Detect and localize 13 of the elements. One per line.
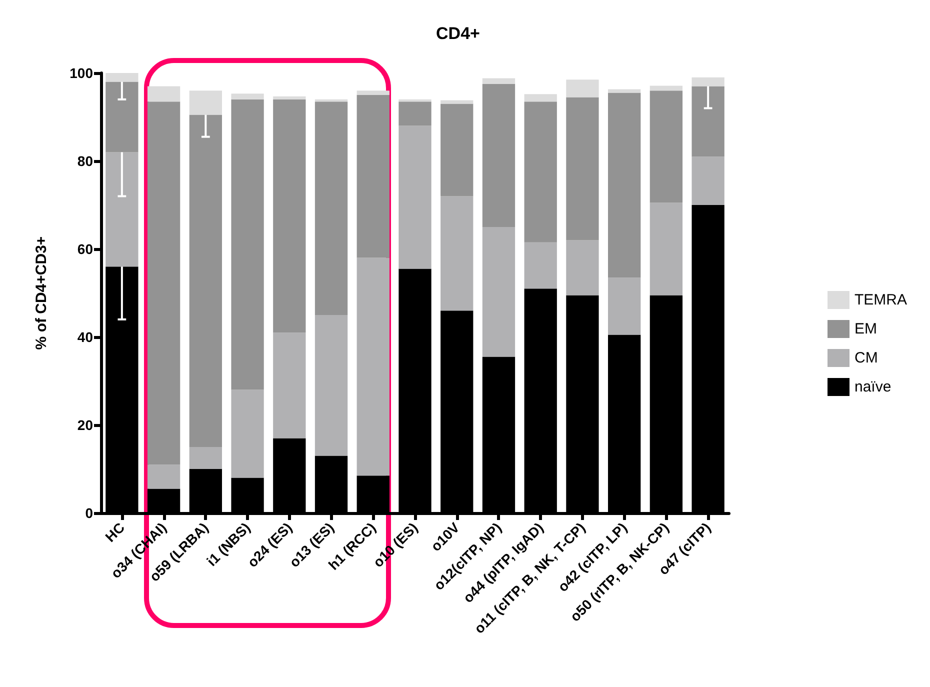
y-axis-title: % of CD4+CD3+ xyxy=(33,236,50,350)
legend-label: EM xyxy=(854,320,877,338)
x-tick-label: HC xyxy=(102,519,128,545)
y-tick-label: 20 xyxy=(77,417,94,433)
y-tick-label: 40 xyxy=(77,329,94,345)
y-tick-label: 100 xyxy=(70,65,94,81)
legend-label: naïve xyxy=(854,378,892,396)
legend-label: CM xyxy=(854,350,878,366)
y-tick-label: 0 xyxy=(85,505,94,521)
y-tick-label: 60 xyxy=(77,241,94,257)
y-tick-label: 80 xyxy=(77,153,94,169)
legend-label: TEMRA xyxy=(854,292,907,308)
chart-title: CD4+ xyxy=(436,24,480,43)
